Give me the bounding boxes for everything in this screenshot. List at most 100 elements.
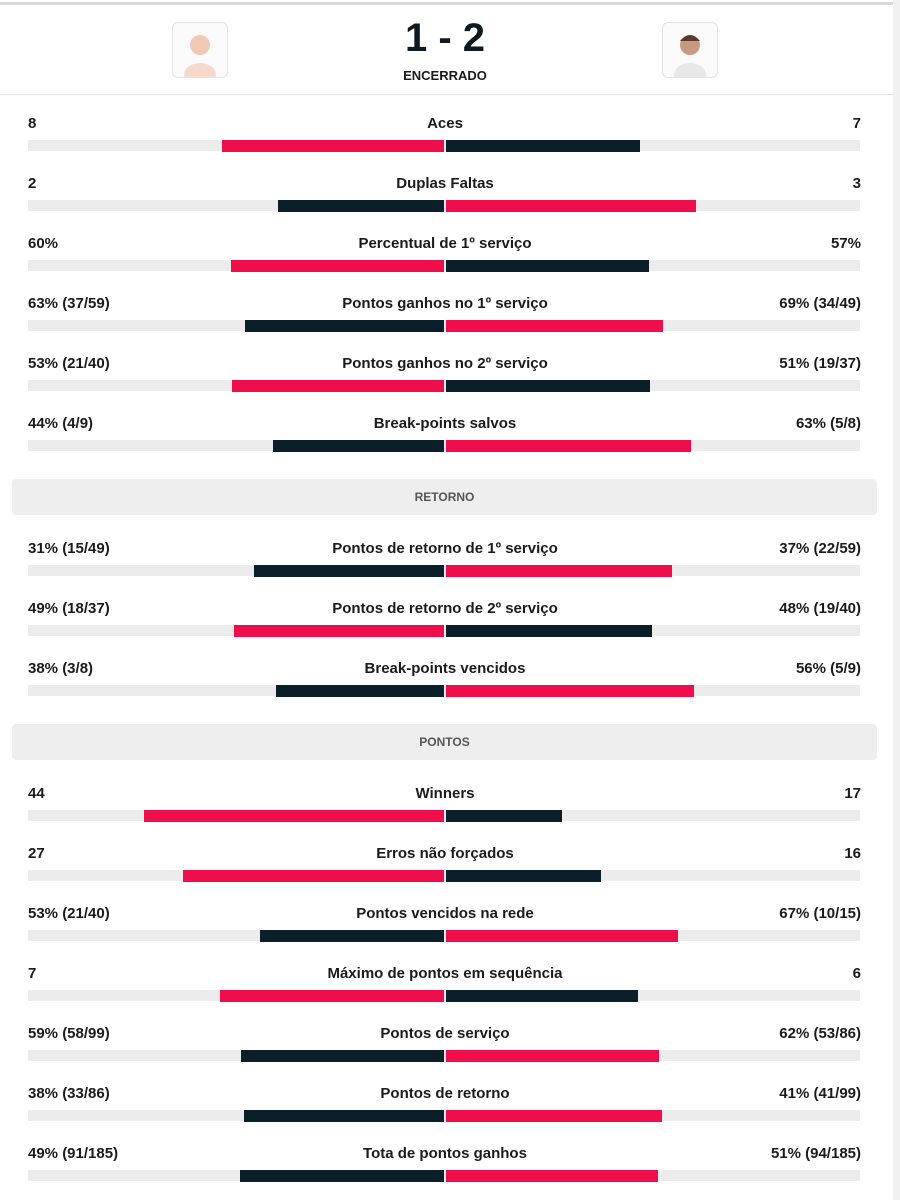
bar-right xyxy=(446,565,673,577)
player-avatar[interactable] xyxy=(662,22,718,78)
bar-track xyxy=(28,870,860,881)
bar-left xyxy=(232,380,444,392)
bar-track xyxy=(28,140,860,151)
stat-left: 38% (33/86) xyxy=(28,1085,110,1102)
stat-label: Máximo de pontos em sequência xyxy=(327,965,563,982)
stat-label: Break-points salvos xyxy=(373,415,517,432)
bar-right xyxy=(446,810,562,822)
stat-left: 63% (37/59) xyxy=(28,295,110,312)
bar-right xyxy=(446,380,650,392)
stat-left: 31% (15/49) xyxy=(28,540,110,557)
bar-right xyxy=(446,140,641,152)
stat-right: 6 xyxy=(852,965,861,982)
header-divider xyxy=(0,94,893,95)
stat-label: Break-points vencidos xyxy=(364,660,526,677)
bar-left xyxy=(243,1110,444,1122)
bar-track xyxy=(28,930,860,941)
avatar-icon xyxy=(184,35,216,77)
stat-left: 7 xyxy=(28,965,37,982)
player-avatar[interactable] xyxy=(172,22,228,78)
bar-right xyxy=(446,320,664,332)
stat-left: 38% (3/8) xyxy=(28,660,94,677)
bar-right xyxy=(446,870,601,882)
stat-label: Pontos ganhos no 1º serviço xyxy=(342,295,548,312)
stat-label: Pontos de retorno de 2º serviço xyxy=(332,600,558,617)
score: 1 - 2 xyxy=(404,16,486,60)
bar-left xyxy=(230,260,444,272)
stat-right: 48% (19/40) xyxy=(779,600,861,617)
stat-right: 62% (53/86) xyxy=(779,1025,861,1042)
bar-left xyxy=(240,1170,444,1182)
stat-label: Percentual de 1º serviço xyxy=(358,235,532,252)
section-header xyxy=(12,479,877,515)
stat-label: Pontos de retorno xyxy=(380,1085,510,1102)
stat-label: Duplas Faltas xyxy=(396,175,494,192)
bar-right xyxy=(446,440,691,452)
stat-right: 67% (10/15) xyxy=(779,905,861,922)
stat-right: 51% (94/185) xyxy=(770,1145,861,1162)
stat-right: 63% (5/8) xyxy=(795,415,861,432)
stat-left: 59% (58/99) xyxy=(28,1025,110,1042)
stat-left: 53% (21/40) xyxy=(28,905,110,922)
bar-track xyxy=(28,1110,860,1121)
bar-track xyxy=(28,625,860,636)
stat-label: Tota de pontos ganhos xyxy=(363,1145,527,1162)
stat-left: 2 xyxy=(28,175,37,192)
stat-label: Erros não forçados xyxy=(376,845,514,862)
stat-right: 57% xyxy=(830,235,861,252)
stat-right: 17 xyxy=(844,785,861,802)
bar-left xyxy=(245,320,444,332)
stat-label: Aces xyxy=(427,115,463,132)
bar-track xyxy=(28,440,860,451)
top-border xyxy=(0,2,900,5)
bar-track xyxy=(28,200,860,211)
stat-right: 37% (22/59) xyxy=(779,540,861,557)
stat-right: 16 xyxy=(844,845,861,862)
bar-right xyxy=(446,930,679,942)
stat-right: 69% (34/49) xyxy=(779,295,861,312)
stat-left: 49% (91/185) xyxy=(28,1145,119,1162)
stat-left: 44% (4/9) xyxy=(28,415,94,432)
stat-right: 41% (41/99) xyxy=(779,1085,861,1102)
bar-track xyxy=(28,565,860,576)
bar-left xyxy=(275,685,444,697)
bar-right xyxy=(446,260,649,272)
bar-right xyxy=(446,625,652,637)
section-title: PONTOS xyxy=(419,735,470,749)
stat-label: Winners xyxy=(415,785,475,802)
scrollbar[interactable] xyxy=(893,0,900,1200)
bar-track xyxy=(28,810,860,821)
bar-right xyxy=(446,1050,660,1062)
stat-label: Pontos de retorno de 1º serviço xyxy=(332,540,558,557)
stat-right: 3 xyxy=(852,175,861,192)
stat-label: Pontos de serviço xyxy=(380,1025,510,1042)
stat-left: 53% (21/40) xyxy=(28,355,110,372)
stat-right: 56% (5/9) xyxy=(795,660,861,677)
bar-left xyxy=(254,565,444,577)
stat-left: 44 xyxy=(28,785,45,802)
bar-right xyxy=(446,1110,662,1122)
bar-track xyxy=(28,685,860,696)
bar-left xyxy=(260,930,444,942)
bar-left xyxy=(272,440,444,452)
section-header xyxy=(12,724,877,760)
bar-right xyxy=(446,990,638,1002)
bar-left xyxy=(241,1050,444,1062)
bar-left xyxy=(277,200,444,212)
stat-right: 51% (19/37) xyxy=(779,355,861,372)
bar-left xyxy=(143,810,444,822)
stat-label: Pontos ganhos no 2º serviço xyxy=(342,355,548,372)
bar-left xyxy=(220,990,444,1002)
bar-track xyxy=(28,320,860,331)
stat-left: 8 xyxy=(28,115,37,132)
stat-left: 60% xyxy=(28,235,59,252)
avatar-icon xyxy=(674,35,706,77)
bar-right xyxy=(446,200,696,212)
stat-label: Pontos vencidos na rede xyxy=(356,905,534,922)
bar-left xyxy=(182,870,444,882)
match-status: ENCERRADO xyxy=(403,68,487,83)
stat-right: 7 xyxy=(852,115,861,132)
bar-left xyxy=(222,140,444,152)
bar-track xyxy=(28,1050,860,1061)
